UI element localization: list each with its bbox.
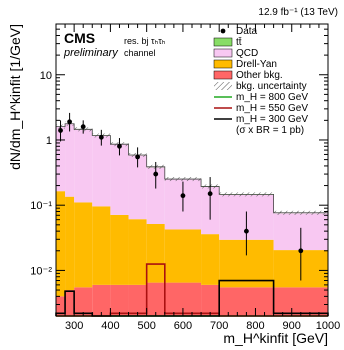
bar-drell-yan-6	[146, 223, 165, 283]
cms-label: CMS	[64, 30, 95, 46]
x-tick-label: 300	[65, 320, 83, 332]
bar-other-bkg--9	[219, 287, 274, 316]
y-tick-label: 10	[40, 70, 52, 82]
data-point-8	[207, 191, 213, 197]
x-tick-label: 800	[246, 320, 264, 332]
legend-label-m-h-800-gev: m_H = 800 GeV	[236, 92, 308, 103]
x-tick-label: 400	[101, 320, 119, 332]
y-axis-title: dN/dm_H^kinfit [1/GeV]	[7, 24, 23, 170]
data-point-1	[67, 119, 72, 125]
legend-label-m-h-300-gev: m_H = 300 GeV	[236, 114, 308, 125]
legend-swatch-qcd	[213, 48, 233, 58]
bar-other-bkg--10	[273, 287, 328, 316]
bar-drell-yan-1	[65, 196, 75, 291]
x-tick-label: 700	[210, 320, 228, 332]
bar-qcd-4	[110, 144, 129, 215]
bar-drell-yan-5	[128, 219, 147, 285]
x-axis-title: m_H^kinfit [GeV]	[223, 330, 328, 346]
x-tick-label: 900	[283, 320, 301, 332]
x-tick-label: 500	[137, 320, 155, 332]
bar-qcd-2	[74, 129, 93, 203]
data-point-5	[135, 154, 141, 160]
bar-drell-yan-3	[92, 206, 111, 285]
plot-area: 300 400 500 600 700 800 900 1000 10⁻² 10⁻¹ 1 10 m_H^…	[7, 23, 340, 346]
bar-qcd-1	[65, 124, 75, 197]
bar-other-bkg--3	[92, 284, 111, 316]
bar-drell-yan-0	[56, 191, 66, 297]
data-point-3	[98, 134, 104, 140]
legend-label-qcd: QCD	[236, 48, 258, 59]
legend-swatch-drell-yan	[213, 59, 233, 69]
legend-label--x-br-1-pb-: (σ x BR = 1 pb)	[236, 125, 304, 136]
bar-other-bkg--2	[74, 287, 93, 316]
bar-qcd-6	[146, 167, 165, 224]
x-tick-label: 1000	[316, 320, 340, 332]
data-point-7	[180, 193, 186, 199]
bar-drell-yan-2	[74, 202, 93, 288]
legend-swatch-tt-	[213, 37, 233, 47]
data-point-2	[80, 124, 86, 130]
lumi-label: 12.9 fb⁻¹ (13 TeV)	[258, 7, 338, 18]
bar-other-bkg--6	[146, 282, 165, 316]
category-label: res. bj τₕτₕ	[124, 36, 166, 46]
y-tick-label: 10⁻¹	[30, 200, 52, 212]
data-point-4	[117, 143, 122, 149]
bar-other-bkg--4	[110, 284, 129, 316]
bar-other-bkg--1	[65, 290, 75, 316]
preliminary-label: preliminary	[63, 47, 119, 59]
data-point-0	[58, 128, 63, 133]
bar-qcd-5	[128, 155, 147, 220]
legend-swatch-other-bkg-	[213, 70, 233, 80]
legend-label-other-bkg-: Other bkg.	[236, 70, 283, 81]
legend-label-tt-: tt̄	[236, 36, 242, 48]
category-label-2: channel	[124, 48, 156, 58]
legend-label-drell-yan: Drell-Yan	[236, 59, 277, 70]
legend-marker-data	[220, 28, 226, 34]
y-tick-label: 1	[46, 135, 52, 147]
bar-qcd-0	[56, 126, 66, 192]
bar-other-bkg--8	[201, 284, 220, 316]
y-tick-label: 10⁻²	[30, 265, 52, 277]
bar-drell-yan-4	[110, 214, 129, 285]
bar-drell-yan-7	[164, 229, 202, 283]
legend-swatch-bkg-uncertainty	[214, 82, 232, 90]
legend-label-data: Data	[236, 26, 258, 37]
x-tick-label: 600	[174, 320, 192, 332]
data-point-10	[298, 248, 304, 254]
bar-drell-yan-8	[201, 234, 220, 285]
bar-other-bkg--5	[128, 284, 147, 316]
legend-label-m-h-550-gev: m_H = 550 GeV	[236, 103, 308, 114]
data-point-6	[153, 171, 159, 177]
bar-other-bkg--0	[56, 296, 66, 316]
legend-label-bkg-uncertainty: bkg. uncertainty	[236, 81, 307, 92]
data-point-9	[244, 228, 249, 234]
bar-qcd-3	[92, 135, 111, 207]
